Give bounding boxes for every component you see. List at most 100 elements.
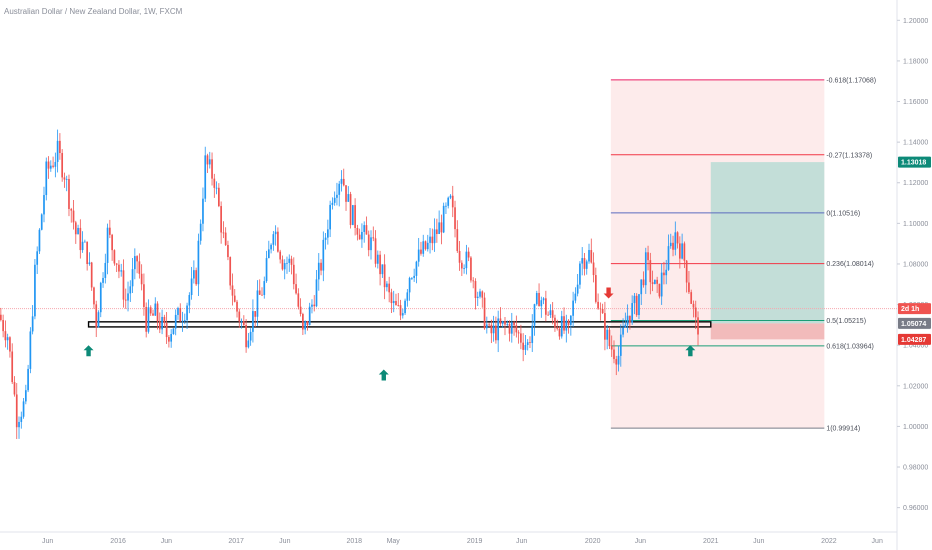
candle	[147, 299, 150, 334]
candle	[6, 333, 9, 350]
candle-body	[18, 421, 20, 428]
candle-body	[267, 249, 270, 259]
candle	[601, 303, 604, 314]
candle	[292, 257, 295, 290]
candle	[672, 235, 674, 257]
candle-body	[563, 316, 565, 331]
candle-body	[302, 314, 304, 330]
candle	[551, 302, 554, 325]
candle	[113, 249, 116, 266]
candle-body	[208, 159, 211, 165]
candle-body	[438, 222, 440, 235]
candle	[152, 309, 154, 316]
y-tick-label: 1.18000	[903, 58, 928, 65]
candle	[120, 263, 123, 277]
candle	[186, 302, 188, 330]
candle	[594, 267, 597, 304]
candle	[136, 255, 138, 274]
candle	[315, 270, 318, 308]
profit-zone	[710, 162, 825, 324]
candle	[229, 256, 232, 290]
candle	[270, 243, 272, 254]
candle	[411, 277, 413, 280]
candle-body	[572, 300, 574, 316]
candle	[36, 246, 39, 275]
candle-body	[363, 225, 366, 232]
candle-body	[327, 229, 329, 238]
candle	[181, 311, 184, 332]
candle-body	[79, 227, 82, 251]
candle	[38, 228, 41, 255]
candle-body	[297, 293, 300, 307]
candle-body	[399, 305, 402, 316]
candle	[63, 172, 66, 188]
y-tick-label: 1.12000	[903, 180, 928, 187]
candle-body	[145, 306, 148, 332]
candle	[520, 324, 522, 350]
candle-body	[220, 206, 222, 233]
candle-body	[529, 342, 531, 344]
price-badge-bg	[898, 156, 931, 168]
candle	[669, 233, 672, 249]
candle-body	[599, 308, 602, 310]
candle-body	[644, 252, 647, 286]
candle-body	[38, 229, 41, 252]
candle-body	[74, 222, 77, 235]
candle-body	[483, 297, 486, 329]
candle	[224, 227, 227, 246]
price-badge-label: 1.04287	[901, 337, 926, 344]
candle	[504, 316, 506, 336]
y-tick-label: 1.00000	[903, 424, 928, 431]
y-tick-label: 1.02000	[903, 383, 928, 390]
candle-body	[411, 277, 413, 279]
candle-body	[697, 317, 699, 335]
candle	[526, 339, 529, 351]
candle	[327, 219, 329, 245]
candle-body	[458, 250, 461, 263]
candle	[138, 253, 141, 279]
x-tick-label: Jun	[753, 538, 764, 545]
candle-body	[336, 194, 338, 198]
price-badge-bg	[898, 317, 931, 329]
candle-body	[4, 331, 7, 341]
price-badge-bg	[898, 333, 931, 345]
candle	[179, 303, 182, 322]
candle-body	[304, 321, 307, 330]
candle	[485, 316, 488, 334]
candle-body	[485, 324, 488, 329]
candle	[267, 240, 270, 259]
candle	[572, 291, 574, 327]
candle-body	[367, 234, 370, 251]
candle	[499, 307, 502, 327]
candle-body	[258, 290, 261, 295]
x-tick-label: Jun	[872, 538, 883, 545]
candle	[247, 332, 250, 349]
candle	[238, 308, 241, 328]
candle-body	[292, 264, 295, 285]
candle	[408, 276, 411, 301]
candle-body	[281, 259, 284, 270]
candle-body	[124, 299, 127, 301]
candle-body	[663, 272, 665, 276]
candle-body	[11, 351, 14, 383]
support-zone	[87, 321, 712, 328]
y-tick-label: 0.98000	[903, 465, 928, 472]
candle	[422, 234, 425, 257]
candle-body	[277, 231, 279, 252]
candle	[569, 315, 572, 336]
candle-body	[676, 232, 679, 244]
candle-body	[40, 214, 43, 230]
candle-body	[504, 321, 506, 325]
candle	[567, 319, 570, 334]
candle-body	[329, 204, 331, 230]
candle	[497, 310, 500, 353]
candle	[34, 259, 36, 320]
candle-body	[168, 337, 170, 342]
price-badge-entry: 1.05074	[898, 317, 931, 329]
candle-body	[388, 283, 391, 293]
candle	[633, 292, 636, 315]
candle-body	[556, 327, 559, 329]
candle-body	[86, 241, 88, 265]
candle	[333, 191, 336, 206]
